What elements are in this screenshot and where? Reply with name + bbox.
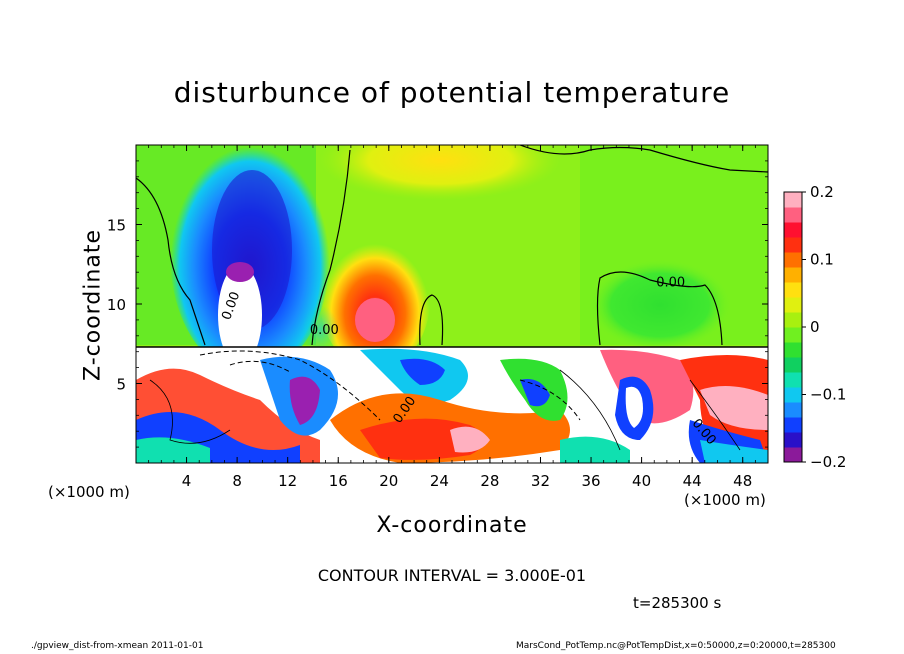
colorbar-swatch: [784, 402, 802, 418]
contour-label: 0.00: [310, 323, 339, 338]
colorbar-swatch: [784, 417, 802, 433]
x-tick-label: 4: [182, 472, 192, 490]
y-tick-label: 10: [107, 296, 126, 314]
colorbar-swatch: [784, 282, 802, 298]
x-tick-label: 12: [278, 472, 297, 490]
colorbar-tick-label: 0: [810, 318, 820, 336]
y-axis-label: Z-coordinate: [80, 229, 106, 381]
x-tick-label: 32: [531, 472, 550, 490]
colorbar-swatch: [784, 432, 802, 448]
heatmap-field: [136, 145, 768, 463]
colorbar-tick-label: 0.1: [810, 251, 834, 269]
x-tick-label: 28: [480, 472, 499, 490]
colorbar-tick-label: 0.2: [810, 183, 834, 201]
time-stamp: t=285300 s: [633, 594, 722, 612]
colorbar-swatch: [784, 297, 802, 313]
colorbar-swatch: [784, 252, 802, 268]
x-tick-label: 20: [379, 472, 398, 490]
y-axis-ticks: 5 10 15: [107, 144, 768, 464]
contour-label: 0.00: [656, 276, 685, 291]
chart-title: disturbunce of potential temperature: [173, 76, 731, 109]
x-tick-label: 36: [581, 472, 600, 490]
footer-command: ./gpview_dist-from-xmean 2011-01-01: [31, 641, 204, 651]
y-tick-label: 15: [107, 217, 126, 235]
x-tick-label: 40: [632, 472, 651, 490]
colorbar-swatch: [784, 222, 802, 238]
x-unit-label-right: (×1000 m): [684, 491, 766, 509]
colorbar-swatch: [784, 372, 802, 388]
colorbar-swatch: [784, 237, 802, 253]
colorbar-tick-label: −0.2: [810, 453, 846, 471]
colorbar-swatch: [784, 342, 802, 358]
x-tick-label: 44: [683, 472, 702, 490]
colorbar-swatch: [784, 357, 802, 373]
x-axis-label: X-coordinate: [376, 513, 528, 538]
footer-source: MarsCond_PotTemp.nc@PotTempDist,x=0:5000…: [516, 641, 836, 651]
colorbar: −0.2 −0.1 0 0.1 0.2: [783, 183, 846, 471]
colorbar-swatch: [784, 327, 802, 343]
colorbar-swatch: [784, 267, 802, 283]
contour-interval-text: CONTOUR INTERVAL = 3.000E-01: [317, 566, 587, 585]
colorbar-tick-label: −0.1: [810, 386, 846, 404]
colorbar-swatch: [784, 207, 802, 223]
colorbar-swatch: [784, 192, 802, 208]
colorbar-swatch: [784, 312, 802, 328]
x-unit-label-left: (×1000 m): [48, 483, 130, 501]
x-tick-label: 24: [430, 472, 449, 490]
colorbar-swatch: [784, 387, 802, 403]
y-tick-label: 5: [116, 376, 126, 394]
x-tick-label: 48: [733, 472, 752, 490]
x-axis-ticks: 4 8 12 16 20 24 28 32 36 40 44 48: [135, 145, 769, 490]
colorbar-swatch: [784, 447, 802, 463]
x-tick-label: 8: [232, 472, 242, 490]
x-tick-label: 16: [329, 472, 348, 490]
